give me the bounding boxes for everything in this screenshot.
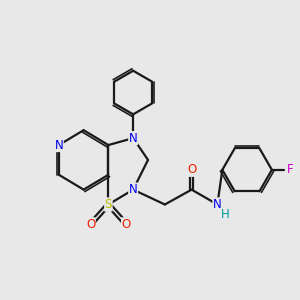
Text: O: O [86, 218, 95, 231]
Text: N: N [129, 183, 137, 196]
Text: H: H [221, 208, 230, 221]
Text: F: F [286, 163, 293, 176]
Text: N: N [55, 139, 63, 152]
Text: S: S [105, 198, 112, 211]
Text: N: N [213, 198, 222, 211]
Text: N: N [129, 132, 137, 145]
Text: O: O [122, 218, 131, 231]
Text: O: O [187, 163, 196, 176]
